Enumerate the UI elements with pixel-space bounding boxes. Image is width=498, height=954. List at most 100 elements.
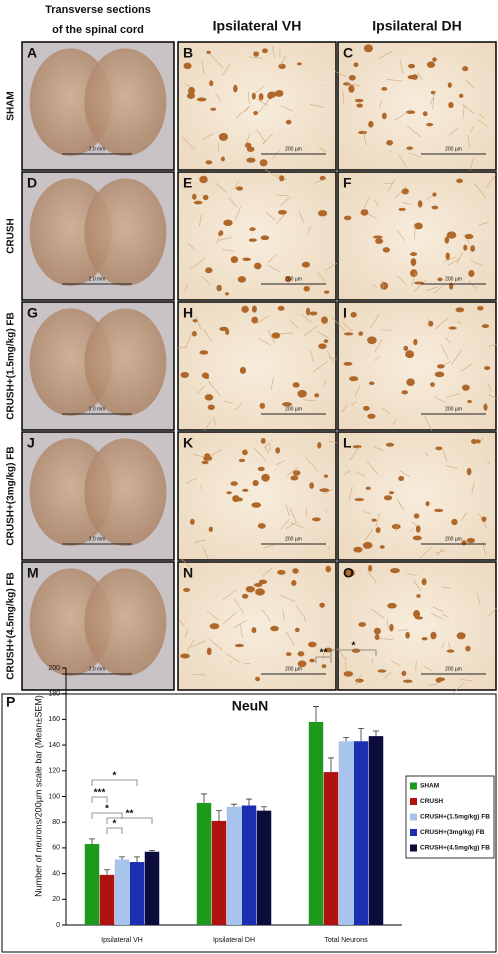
fiber <box>373 446 384 451</box>
fiber <box>310 104 325 108</box>
neuron <box>297 651 305 657</box>
fiber <box>420 546 432 559</box>
neuron <box>350 311 357 318</box>
legend-swatch <box>410 844 417 852</box>
image-frame <box>177 561 337 691</box>
neuron <box>282 402 292 407</box>
fiber <box>448 641 451 651</box>
x-tick-label: Ipsilateral DH <box>213 937 255 944</box>
fiber <box>285 504 290 516</box>
neuron <box>261 48 268 54</box>
neuron <box>257 466 265 472</box>
neuron <box>303 285 310 292</box>
neuron <box>277 569 286 575</box>
neuron <box>402 679 413 683</box>
fiber <box>485 174 496 188</box>
fiber <box>400 470 411 478</box>
fiber <box>374 199 379 207</box>
neuron <box>261 473 270 482</box>
neuron <box>251 502 262 508</box>
neuron <box>218 232 223 236</box>
neuron <box>255 588 265 596</box>
panel-letter: D <box>27 175 37 191</box>
neuron <box>193 200 203 205</box>
fiber <box>348 83 361 87</box>
panel-letter: P <box>6 694 15 710</box>
neuron <box>383 495 393 501</box>
fiber <box>334 70 347 77</box>
scale-label: 200 µm <box>285 666 302 672</box>
image-frame <box>177 431 337 561</box>
neuron <box>445 252 450 260</box>
neuron <box>242 257 251 262</box>
fiber <box>316 538 319 540</box>
fiber <box>256 315 270 324</box>
neuron <box>296 62 302 66</box>
cord-half <box>84 568 167 676</box>
neuron <box>258 579 268 585</box>
neuron <box>309 311 318 316</box>
column-title: Transverse sections <box>45 4 151 16</box>
image-frame <box>177 41 337 171</box>
neuron <box>379 545 385 549</box>
fiber <box>257 99 269 107</box>
micrograph: H 200 µm <box>176 301 343 433</box>
y-tick-label: 120 <box>48 768 60 775</box>
fiber <box>446 393 461 398</box>
fiber <box>202 61 205 75</box>
scale-label: 200 µm <box>445 666 462 672</box>
fiber <box>261 609 272 622</box>
fiber <box>448 258 461 266</box>
fiber <box>303 399 317 402</box>
neuron <box>406 146 414 150</box>
neuron <box>234 643 244 648</box>
neuron <box>444 236 450 244</box>
fiber <box>461 679 473 682</box>
neuron <box>468 270 475 277</box>
neuron <box>323 290 330 294</box>
fiber <box>195 316 202 331</box>
fiber <box>479 437 484 444</box>
fiber <box>209 638 223 651</box>
fiber <box>296 605 303 616</box>
fiber <box>463 233 471 245</box>
neuron <box>218 133 229 141</box>
fiber <box>435 317 449 330</box>
fiber <box>394 111 409 121</box>
scale-label: 200 µm <box>445 536 462 542</box>
legend-label: SHAM <box>420 783 439 790</box>
fiber <box>271 46 276 59</box>
fiber <box>290 320 300 330</box>
fiber <box>194 539 206 543</box>
error-bar <box>261 806 267 811</box>
neuron <box>405 631 410 639</box>
fiber <box>256 129 266 143</box>
significance-label: ** <box>126 809 134 820</box>
neuron <box>223 219 233 227</box>
micrograph: C 200 µm <box>334 41 497 172</box>
neuron <box>199 175 208 184</box>
neuron <box>401 188 409 195</box>
fiber <box>316 330 330 340</box>
panel-letter: I <box>343 305 347 321</box>
micrograph: J 2.0 mm <box>21 431 175 561</box>
neuron <box>183 62 192 70</box>
neuron <box>380 281 389 290</box>
legend-label: CRUSH <box>420 798 443 805</box>
neuron <box>415 616 424 620</box>
fiber <box>253 447 267 462</box>
micrograph: M 2.0 mm <box>21 561 175 691</box>
fiber <box>239 624 243 638</box>
fiber <box>448 128 459 136</box>
fiber <box>430 612 444 620</box>
fiber <box>427 683 439 686</box>
bar <box>196 802 212 925</box>
neuron <box>390 568 400 574</box>
fiber <box>367 213 377 219</box>
fiber <box>372 284 378 288</box>
fiber <box>244 133 251 147</box>
fiber <box>182 137 196 151</box>
fiber <box>378 638 394 640</box>
image-frame <box>337 561 497 691</box>
